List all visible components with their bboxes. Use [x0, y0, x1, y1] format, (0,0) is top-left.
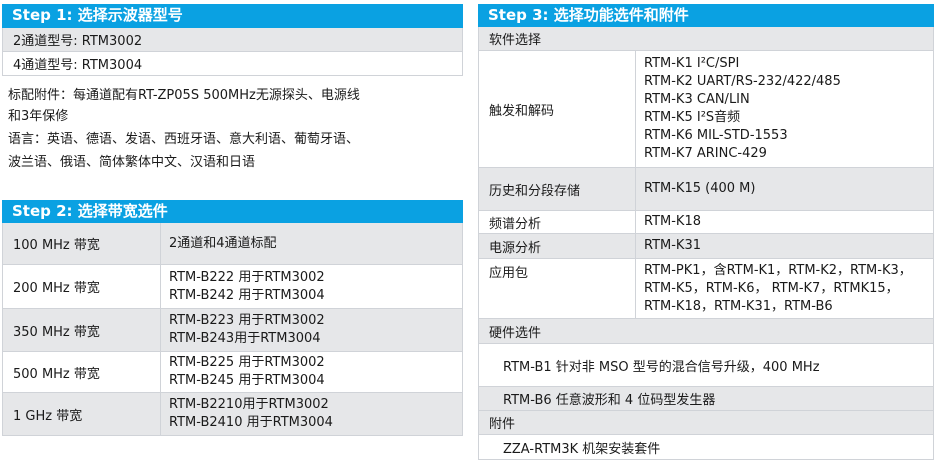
model-2ch: 2通道型号: RTM3002 [13, 34, 143, 49]
note-line: 标配附件：每通道配有RT-ZP05S 500MHz无源探头、电源线 [8, 88, 360, 103]
model-4ch: 4通道型号: RTM3004 [13, 58, 143, 73]
row-options: RTM-PK1，含RTM-K1，RTM-K2，RTM-K3， RTM-K5，RTM… [636, 259, 912, 318]
table-row: 100 MHz 带宽 2通道和4通道标配 [2, 223, 463, 265]
hardware-section-label: 硬件选件 [478, 319, 934, 344]
option-line: RTM-K18，RTM-K31，RTM-B6 [644, 298, 833, 314]
row-label: 1 GHz 带宽 [3, 393, 161, 435]
table-row: 历史和分段存储 RTM-K15 (400 M) [478, 168, 934, 211]
option-line: RTM-K2 UART/RS-232/422/485 [644, 74, 841, 89]
model-row: 4通道型号: RTM3004 [2, 52, 463, 76]
row-label: 200 MHz 带宽 [3, 265, 161, 308]
section-label: 软件选择 [489, 33, 542, 48]
hardware-item: RTM-B1 针对非 MSO 型号的混合信号升级，400 MHz [503, 359, 820, 375]
row-options: RTM-K1 I²C/SPI RTM-K2 UART/RS-232/422/485… [636, 51, 841, 167]
table-row: 应用包 RTM-PK1，含RTM-K1，RTM-K2，RTM-K3， RTM-K5，… [478, 259, 934, 319]
row-label: 350 MHz 带宽 [3, 309, 161, 351]
software-section-label: 软件选择 [478, 27, 934, 51]
table-row: 频谱分析 RTM-K18 [478, 211, 934, 234]
option-line: RTM-B223 用于RTM3002 [169, 313, 325, 328]
option-line: 2通道和4通道标配 [169, 235, 277, 251]
note-line: 和3年保修 [8, 109, 69, 124]
option-line: RTM-B2210用于RTM3002 [169, 397, 329, 412]
row-label: 应用包 [479, 259, 636, 318]
step3-header: Step 3: 选择功能选件和附件 [478, 4, 934, 28]
row-label: 历史和分段存储 [479, 168, 636, 210]
option-line: RTM-K15 (400 M) [644, 181, 756, 196]
row-label: 频谱分析 [479, 211, 636, 233]
row-options: RTM-K31 [636, 234, 701, 258]
table-row: 电源分析 RTM-K31 [478, 234, 934, 259]
section-label: 硬件选件 [489, 325, 542, 341]
option-line: RTM-B245 用于RTM3004 [169, 373, 325, 388]
option-line: RTM-K31 [644, 238, 702, 253]
model-row: 2通道型号: RTM3002 [2, 28, 463, 52]
accessory-item: ZZA-RTM3K 机架安装套件 [503, 441, 661, 457]
hardware-item: RTM-B6 任意波形和 4 位码型发生器 [503, 393, 716, 408]
row-label: 触发和解码 [479, 51, 636, 167]
row-label: 500 MHz 带宽 [3, 352, 161, 392]
row-label: 100 MHz 带宽 [3, 223, 161, 264]
row-options: RTM-B2210用于RTM3002 RTM-B2410 用于RTM3004 [161, 393, 333, 435]
option-line: RTM-B2410 用于RTM3004 [169, 415, 333, 430]
table-row: 350 MHz 带宽 RTM-B223 用于RTM3002 RTM-B243用于RT… [2, 309, 463, 352]
table-row: 500 MHz 带宽 RTM-B225 用于RTM3002 RTM-B245 用于R… [2, 352, 463, 393]
table-row: 触发和解码 RTM-K1 I²C/SPI RTM-K2 UART/RS-232/42… [478, 51, 934, 168]
row-options: RTM-B223 用于RTM3002 RTM-B243用于RTM3004 [161, 309, 325, 351]
option-line: RTM-K5 I²S音频 [644, 110, 741, 125]
table-row: 1 GHz 带宽 RTM-B2210用于RTM3002 RTM-B2410 用于RT… [2, 393, 463, 436]
section-label: 附件 [489, 417, 516, 432]
row-options: RTM-B222 用于RTM3002 RTM-B242 用于RTM3004 [161, 265, 325, 308]
option-line: RTM-K18 [644, 214, 702, 229]
option-line: RTM-K1 I²C/SPI [644, 56, 740, 71]
row-options: RTM-K18 [636, 211, 701, 233]
option-line: RTM-K3 CAN/LIN [644, 92, 750, 107]
option-line: RTM-B222 用于RTM3002 [169, 269, 325, 285]
note-line: 波兰语、俄语、简体繁体中文、汉语和日语 [8, 155, 256, 170]
hardware-row: RTM-B1 针对非 MSO 型号的混合信号升级，400 MHz [478, 344, 934, 387]
row-options: RTM-K15 (400 M) [636, 168, 755, 210]
accessory-row: ZZA-RTM3K 机架安装套件 [478, 435, 934, 460]
row-options: 2通道和4通道标配 [161, 223, 277, 264]
option-line: RTM-B243用于RTM3004 [169, 331, 321, 346]
option-line: RTM-K5，RTM-K6， RTM-K7，RTMK15， [644, 280, 899, 296]
option-line: RTM-PK1，含RTM-K1，RTM-K2，RTM-K3， [644, 262, 912, 278]
step2-header: Step 2: 选择带宽选件 [2, 200, 463, 223]
note-line: 语言：英语、德语、发语、西班牙语、意大利语、葡萄牙语、 [8, 132, 360, 147]
option-line: RTM-B242 用于RTM3004 [169, 287, 325, 303]
row-options: RTM-B225 用于RTM3002 RTM-B245 用于RTM3004 [161, 352, 325, 392]
option-line: RTM-K6 MIL-STD-1553 [644, 128, 788, 143]
row-label: 电源分析 [479, 234, 636, 258]
option-line: RTM-K7 ARINC-429 [644, 146, 767, 161]
option-line: RTM-B225 用于RTM3002 [169, 355, 325, 370]
accessories-section-label: 附件 [478, 411, 934, 435]
table-row: 200 MHz 带宽 RTM-B222 用于RTM3002 RTM-B242 用于R… [2, 265, 463, 309]
hardware-row: RTM-B6 任意波形和 4 位码型发生器 [478, 387, 934, 411]
step1-header: Step 1: 选择示波器型号 [2, 4, 463, 28]
